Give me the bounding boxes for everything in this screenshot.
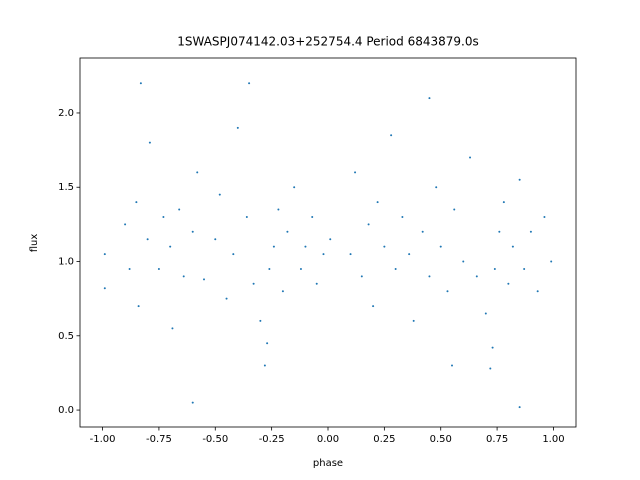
point [529, 230, 532, 233]
point [484, 312, 487, 315]
point [248, 82, 251, 85]
point [135, 201, 138, 204]
point [103, 253, 106, 256]
point [475, 275, 478, 278]
point [428, 275, 431, 278]
point [128, 267, 131, 270]
point [491, 346, 494, 349]
x-tick-label: -0.75 [146, 434, 172, 445]
point [196, 171, 199, 174]
point [435, 186, 438, 189]
point [315, 282, 318, 285]
point [543, 215, 546, 218]
point [236, 126, 239, 129]
point [372, 305, 375, 308]
point [214, 238, 217, 241]
point [162, 215, 165, 218]
point [259, 319, 262, 322]
x-tick-label: 0.50 [430, 434, 452, 445]
point [157, 267, 160, 270]
y-tick-label: 2.0 [58, 108, 74, 119]
point [507, 282, 510, 285]
point [383, 245, 386, 248]
point [367, 223, 370, 226]
point [286, 230, 289, 233]
point [498, 230, 501, 233]
point [232, 253, 235, 256]
point [446, 290, 449, 293]
point [272, 245, 275, 248]
y-tick-label: 0.0 [58, 405, 74, 416]
y-tick-label: 0.5 [58, 331, 74, 342]
point [462, 260, 465, 263]
point [169, 245, 172, 248]
point [281, 290, 284, 293]
point [394, 267, 397, 270]
point [360, 275, 363, 278]
point [266, 342, 269, 345]
y-tick-label: 1.5 [58, 182, 74, 193]
point [453, 208, 456, 211]
point [451, 364, 453, 367]
x-axis-label: phase [313, 458, 343, 469]
point [139, 82, 142, 85]
point [493, 267, 496, 270]
point [469, 156, 472, 159]
point [103, 287, 106, 290]
point [502, 201, 505, 204]
point [518, 178, 521, 181]
point [304, 245, 307, 248]
point [299, 267, 302, 270]
point [203, 278, 205, 281]
point [171, 327, 174, 330]
point [252, 282, 255, 285]
x-tick-label: 0.75 [486, 434, 508, 445]
x-tick-label: 0.00 [317, 434, 339, 445]
point [390, 134, 393, 137]
x-tick-label: -0.50 [202, 434, 228, 445]
point [408, 253, 411, 256]
point [137, 305, 140, 308]
point [439, 245, 442, 248]
point [178, 208, 181, 211]
point [518, 406, 521, 409]
point [536, 290, 539, 293]
point [550, 260, 553, 263]
x-tick-label: 0.25 [373, 434, 395, 445]
point [245, 215, 248, 218]
point [191, 401, 194, 404]
point [401, 215, 404, 218]
point [268, 267, 271, 270]
point [293, 186, 296, 189]
point [277, 208, 280, 211]
point [225, 297, 228, 300]
point [124, 223, 127, 226]
point [428, 97, 431, 100]
point [523, 267, 526, 270]
point [329, 238, 332, 241]
point [376, 201, 379, 204]
x-tick-label: 1.00 [542, 434, 564, 445]
point [354, 171, 357, 174]
x-tick-label: -0.25 [259, 434, 285, 445]
point [311, 215, 314, 218]
point [349, 253, 352, 256]
point [148, 141, 151, 144]
point [263, 364, 266, 367]
point [191, 230, 194, 233]
x-tick-label: -1.00 [90, 434, 116, 445]
point [412, 319, 415, 322]
point [182, 275, 185, 278]
point [218, 193, 221, 196]
point [322, 253, 325, 256]
point [489, 367, 492, 370]
point [421, 230, 424, 233]
point [511, 245, 514, 248]
point [146, 238, 149, 241]
chart-title: 1SWASPJ074142.03+252754.4 Period 6843879… [177, 35, 478, 49]
y-axis-label: flux [29, 234, 40, 253]
y-tick-label: 1.0 [58, 257, 74, 268]
